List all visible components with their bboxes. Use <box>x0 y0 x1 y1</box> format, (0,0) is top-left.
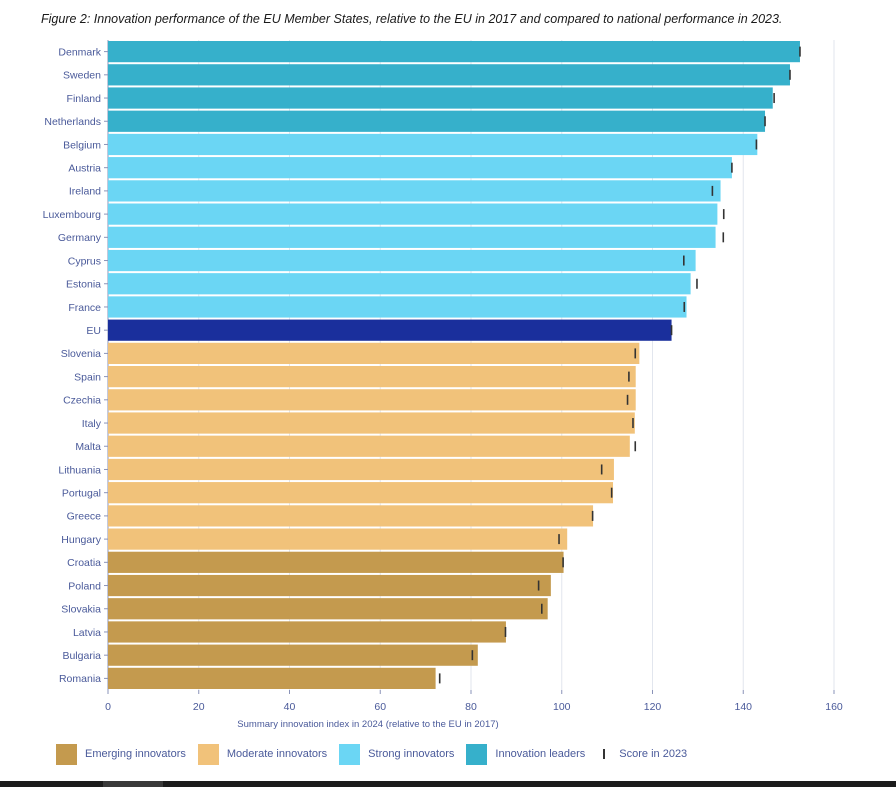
category-label-luxembourg: Luxembourg <box>43 209 102 221</box>
category-label-sweden: Sweden <box>63 70 101 82</box>
category-label-france: France <box>68 302 101 314</box>
x-tick-label-60: 60 <box>374 701 386 713</box>
bar-ireland <box>108 180 721 202</box>
legend: Emerging innovators Moderate innovators … <box>56 743 699 765</box>
bar-croatia <box>108 551 564 573</box>
category-label-hungary: Hungary <box>61 534 101 546</box>
category-label-slovakia: Slovakia <box>61 604 101 616</box>
bar-austria <box>108 157 732 179</box>
legend-label-leader: Innovation leaders <box>495 748 586 760</box>
category-label-greece: Greece <box>67 511 102 523</box>
taskbar-strip <box>0 781 896 787</box>
category-label-germany: Germany <box>58 232 102 244</box>
bar-estonia <box>108 273 691 295</box>
x-tick-label-40: 40 <box>284 701 296 713</box>
category-label-eu: EU <box>86 325 101 337</box>
legend-label-moderate: Moderate innovators <box>226 748 328 760</box>
bar-germany <box>108 226 716 248</box>
bar-bulgaria <box>108 644 478 666</box>
category-label-austria: Austria <box>68 162 101 174</box>
bar-lithuania <box>108 458 614 481</box>
bar-netherlands <box>108 110 766 132</box>
category-label-malta: Malta <box>75 441 101 453</box>
category-label-croatia: Croatia <box>67 557 101 569</box>
category-label-poland: Poland <box>68 580 101 592</box>
bar-sweden <box>108 64 790 86</box>
bar-denmark <box>108 41 800 63</box>
bar-romania <box>108 667 436 689</box>
x-tick-label-100: 100 <box>553 701 571 713</box>
category-label-italy: Italy <box>82 418 102 430</box>
category-label-denmark: Denmark <box>58 46 101 58</box>
legend-item-score-2023: Score in 2023 <box>597 748 687 760</box>
bar-latvia <box>108 621 506 643</box>
bar-eu <box>108 319 672 341</box>
category-label-bulgaria: Bulgaria <box>62 650 101 662</box>
category-label-lithuania: Lithuania <box>58 464 101 476</box>
category-label-czechia: Czechia <box>63 395 101 407</box>
category-label-estonia: Estonia <box>66 279 101 291</box>
category-label-netherlands: Netherlands <box>44 116 101 128</box>
bar-cyprus <box>108 249 696 272</box>
legend-label-emerging: Emerging innovators <box>85 748 186 760</box>
category-label-belgium: Belgium <box>63 139 101 151</box>
legend-label-score-2023: Score in 2023 <box>619 748 688 760</box>
x-axis-title: Summary innovation index in 2024 (relati… <box>237 719 498 730</box>
category-label-latvia: Latvia <box>73 627 101 639</box>
score-2023-markers <box>438 46 801 684</box>
bar-slovakia <box>108 598 548 620</box>
legend-item-leader: Innovation leaders <box>466 743 586 765</box>
legend-label-strong: Strong innovators <box>368 748 455 760</box>
figure-title: Figure 2: Innovation performance of the … <box>41 12 783 26</box>
x-tick-label-80: 80 <box>465 701 477 713</box>
bar-spain <box>108 366 636 388</box>
legend-marker-score-2023 <box>603 749 606 759</box>
category-label-cyprus: Cyprus <box>68 255 101 267</box>
x-axis-ticks: 0 20 40 60 80 100 120 140 160 <box>105 690 843 713</box>
bar-chart: Denmark Sweden Finland Netherlands Belgium Au… <box>43 40 843 730</box>
legend-item-moderate: Moderate innovators <box>197 743 328 765</box>
bar-slovenia <box>108 342 640 364</box>
legend-swatch-emerging <box>56 743 77 765</box>
taskbar-segment <box>103 781 163 787</box>
bars <box>108 41 800 689</box>
bar-portugal <box>108 482 614 504</box>
x-tick-label-120: 120 <box>644 701 662 713</box>
category-label-finland: Finland <box>67 93 102 105</box>
x-tick-label-20: 20 <box>193 701 205 713</box>
bar-czechia <box>108 389 636 411</box>
bar-finland <box>108 87 773 109</box>
bar-hungary <box>108 528 568 550</box>
legend-swatch-strong <box>339 743 361 765</box>
bar-luxembourg <box>108 203 718 225</box>
legend-item-emerging: Emerging innovators <box>56 743 186 765</box>
x-tick-label-140: 140 <box>734 701 752 713</box>
bar-greece <box>108 505 594 527</box>
category-label-romania: Romania <box>59 673 101 685</box>
bar-france <box>108 296 687 318</box>
bar-italy <box>108 412 635 434</box>
bar-belgium <box>108 133 758 156</box>
category-label-ireland: Ireland <box>69 186 101 198</box>
bar-malta <box>108 435 630 457</box>
x-tick-label-160: 160 <box>825 701 843 713</box>
category-label-portugal: Portugal <box>62 487 101 499</box>
legend-item-strong: Strong innovators <box>339 743 455 765</box>
category-label-spain: Spain <box>74 371 101 383</box>
legend-swatch-moderate <box>197 743 219 765</box>
x-tick-label-0: 0 <box>105 701 111 713</box>
category-label-slovenia: Slovenia <box>61 348 101 360</box>
category-labels: Denmark Sweden Finland Netherlands Belgium Au… <box>43 46 108 685</box>
legend-swatch-leader <box>466 743 488 765</box>
bar-poland <box>108 574 551 597</box>
